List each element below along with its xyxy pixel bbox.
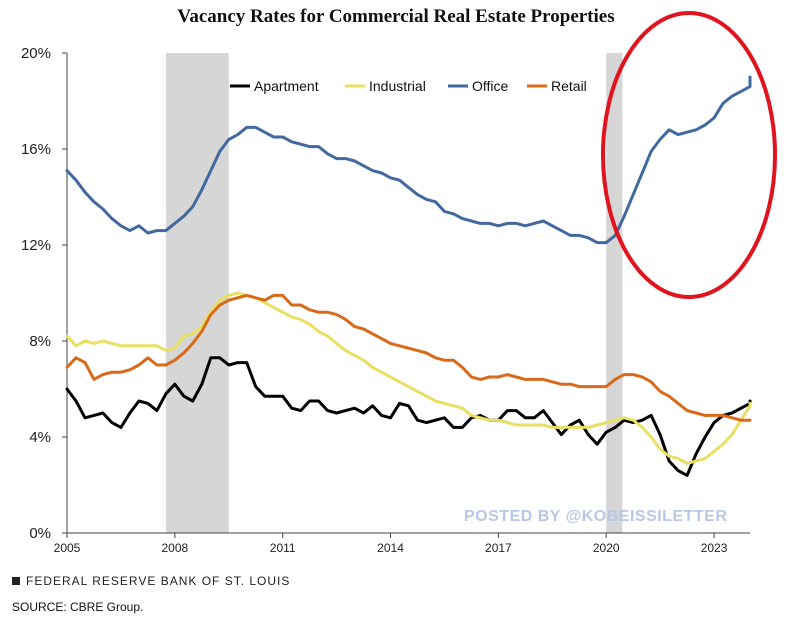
footer-org: FEDERAL RESERVE BANK OF ST. LOUIS xyxy=(12,574,290,588)
series-line-apartment xyxy=(65,356,752,477)
highlight-ellipse-shape xyxy=(601,11,777,299)
x-tick-label: 2008 xyxy=(161,541,188,555)
y-tick-label: 16% xyxy=(21,141,51,158)
chart-legend: Apartment Industrial Office Retail xyxy=(230,78,587,94)
chart-series xyxy=(65,75,752,477)
legend-label-office: Office xyxy=(472,78,509,94)
source-note: SOURCE: CBRE Group. xyxy=(12,600,144,614)
y-tick-label: 0% xyxy=(29,525,51,542)
x-tick-label: 2017 xyxy=(485,541,512,555)
y-tick-label: 4% xyxy=(29,429,51,446)
x-tick-label: 2020 xyxy=(593,541,620,555)
legend-label-retail: Retail xyxy=(551,78,587,94)
chart-title: Vacancy Rates for Commercial Real Estate… xyxy=(177,6,615,27)
footer-org-label: FEDERAL RESERVE BANK OF ST. LOUIS xyxy=(26,574,291,588)
series-line-industrial xyxy=(65,291,752,465)
legend-label-industrial: Industrial xyxy=(369,78,426,94)
y-tick-label: 20% xyxy=(21,45,51,62)
y-tick-label: 12% xyxy=(21,237,51,254)
x-tick-label: 2023 xyxy=(701,541,728,555)
square-icon xyxy=(12,577,20,585)
x-tick-label: 2011 xyxy=(270,541,296,555)
watermark-text: POSTED BY @KOBEISSILETTER xyxy=(464,508,728,525)
recession-bands xyxy=(165,53,623,533)
chart-axes: 0% 4% 8% 12% 16% 20% 2005 2008 2011 2014 2017 2020 2… xyxy=(21,45,750,555)
highlight-ellipse xyxy=(601,11,777,299)
series-line-retail xyxy=(65,293,752,422)
series-line-office xyxy=(65,75,752,245)
y-tick-label: 8% xyxy=(29,333,51,350)
legend-label-apartment: Apartment xyxy=(254,78,319,94)
recession-band-0 xyxy=(165,53,229,533)
x-tick-label: 2014 xyxy=(377,541,404,555)
x-tick-label: 2005 xyxy=(54,541,81,555)
recession-band-1 xyxy=(606,53,623,533)
